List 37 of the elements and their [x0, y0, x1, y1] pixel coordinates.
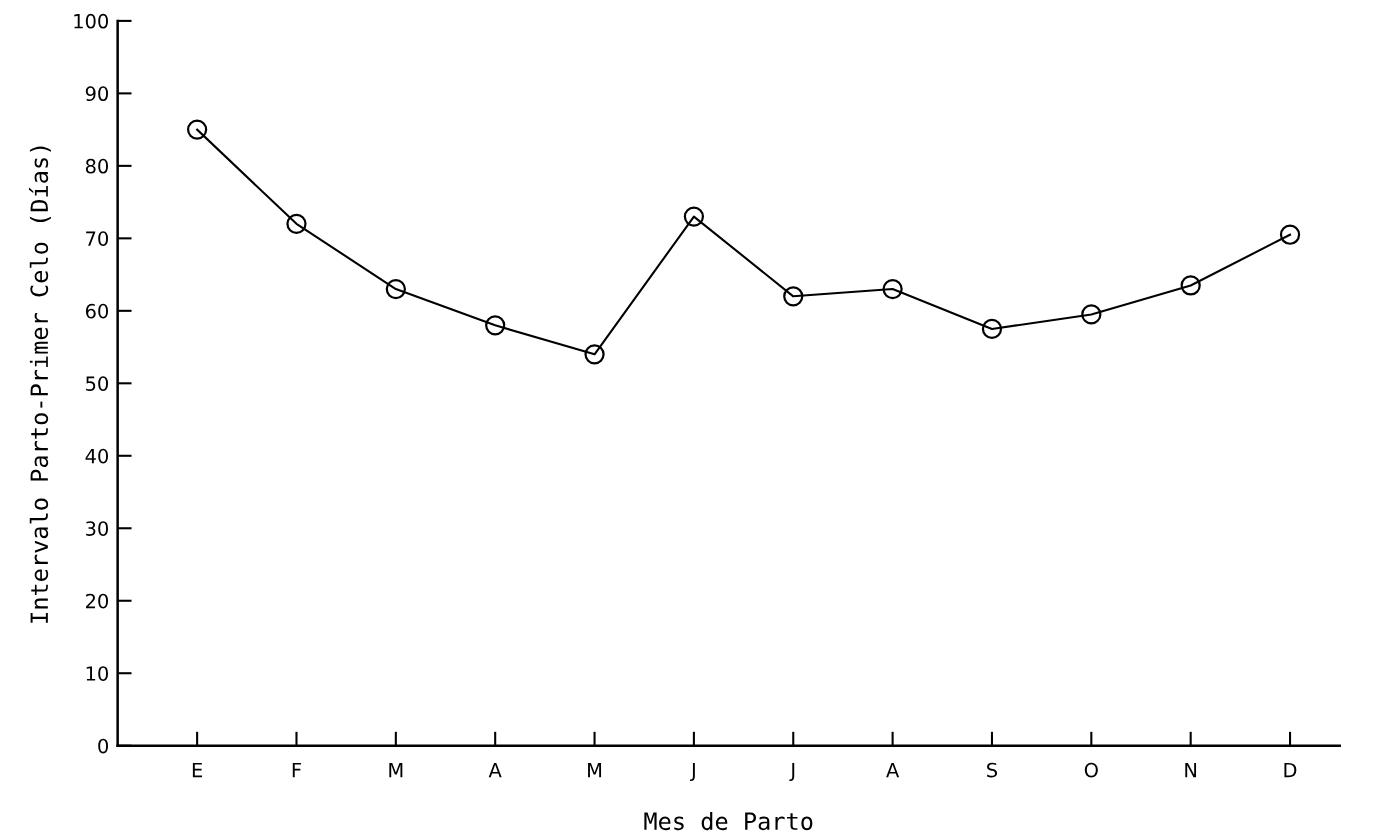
- y-tick-label: 90: [85, 86, 109, 102]
- y-tick-label: 10: [86, 666, 109, 681]
- y-tick-label: 40: [85, 448, 109, 464]
- x-tick-label: A: [488, 762, 502, 778]
- point: [783, 286, 804, 307]
- y-tick-label: 50: [86, 376, 109, 391]
- point: [286, 213, 307, 234]
- x-tick-label: N: [1185, 762, 1197, 778]
- point: [683, 206, 705, 227]
- x-tick-label: J: [690, 762, 695, 782]
- x-tick-label: M: [588, 762, 602, 778]
- point: [186, 119, 208, 140]
- point: [485, 315, 506, 336]
- y-tick-label: 0: [98, 738, 109, 754]
- x-tick-label: A: [886, 762, 900, 778]
- point: [1081, 304, 1102, 325]
- x-tick-label: S: [987, 762, 998, 778]
- x-tick-label: J: [789, 762, 795, 782]
- point: [882, 278, 903, 300]
- y-tick-label: 60: [85, 303, 109, 319]
- y-axis-title: Intervalo Parto-Primer Celo (Días): [28, 146, 51, 623]
- x-tick-label: F: [292, 762, 301, 778]
- y-tick-label: 100: [74, 13, 109, 29]
- x-tick-label: M: [389, 762, 403, 778]
- y-tick-label: 70: [86, 231, 109, 247]
- x-tick-label: E: [192, 762, 203, 778]
- y-tick-label: 80: [85, 158, 109, 174]
- point: [1180, 275, 1201, 296]
- y-tick-label: 20: [85, 593, 109, 609]
- y-tick-label: 30: [86, 521, 109, 536]
- x-axis-title: Mes de Parto: [644, 811, 813, 831]
- x-tick-label: D: [1284, 762, 1297, 778]
- point: [584, 344, 605, 365]
- point: [981, 318, 1003, 340]
- point: [1279, 224, 1301, 245]
- x-tick-label: O: [1084, 762, 1098, 778]
- point: [385, 278, 406, 300]
